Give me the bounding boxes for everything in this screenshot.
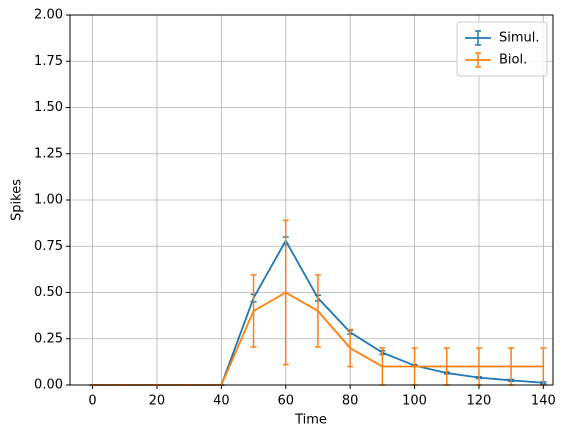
x-tick-label: 120 bbox=[467, 394, 492, 409]
y-tick-label: 0.25 bbox=[34, 331, 63, 346]
error-bar bbox=[347, 328, 354, 368]
error-bar bbox=[250, 274, 257, 348]
error-bar bbox=[282, 219, 289, 366]
y-tick-label: 1.75 bbox=[34, 54, 63, 69]
y-tick-label: 0.50 bbox=[34, 285, 63, 300]
plot-frame bbox=[69, 14, 554, 386]
y-tick-label: 0.00 bbox=[34, 378, 63, 393]
x-tick-label: 100 bbox=[402, 394, 427, 409]
y-tick-label: 2.00 bbox=[34, 8, 63, 23]
legend-box bbox=[456, 21, 548, 77]
y-axis-label: Spikes bbox=[10, 179, 25, 221]
x-tick-label: 60 bbox=[277, 394, 294, 409]
x-axis-label: Time bbox=[294, 413, 327, 428]
legend-label: Biol. bbox=[499, 53, 527, 68]
x-tick-label: 20 bbox=[149, 394, 166, 409]
error-bar bbox=[314, 274, 321, 348]
x-tick-label: 140 bbox=[531, 394, 556, 409]
y-tick-label: 1.50 bbox=[34, 100, 63, 115]
y-tick-label: 1.00 bbox=[34, 193, 63, 208]
y-tick-label: 0.75 bbox=[34, 239, 63, 254]
x-tick-label: 80 bbox=[342, 394, 359, 409]
x-tick-label: 40 bbox=[213, 394, 230, 409]
legend-label: Simul. bbox=[499, 31, 540, 46]
y-tick-label: 1.25 bbox=[34, 146, 63, 161]
x-tick-label: 0 bbox=[88, 394, 96, 409]
